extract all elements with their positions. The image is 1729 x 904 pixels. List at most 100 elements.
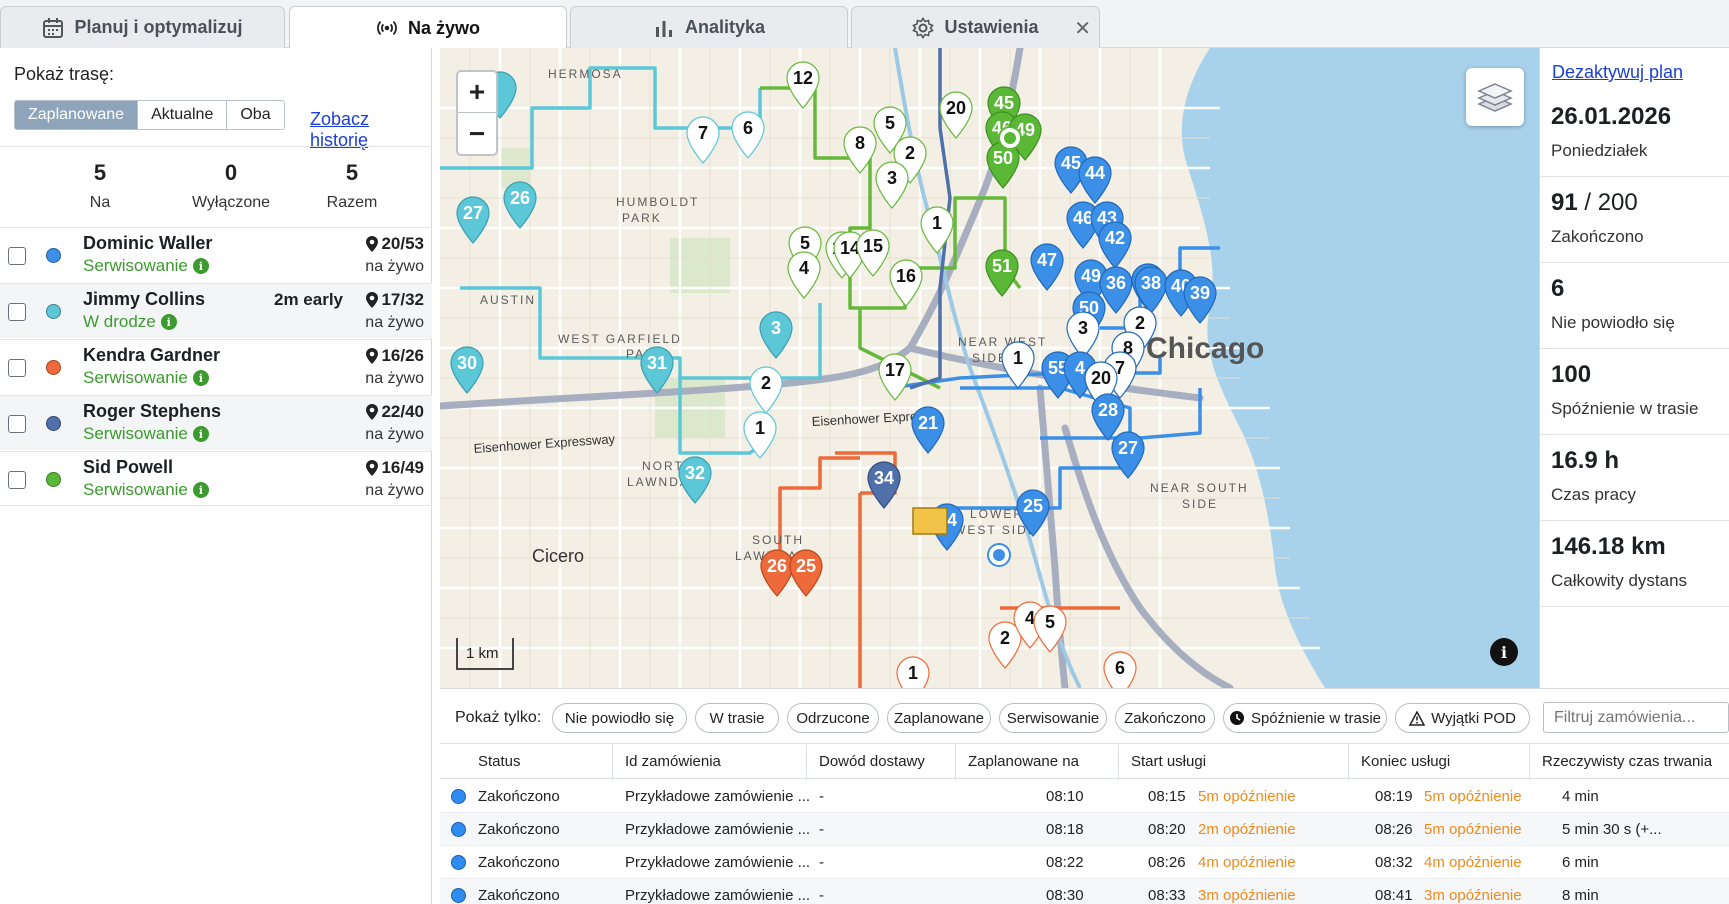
stop-pin[interactable]: 7 [686, 116, 720, 164]
stop-pin[interactable]: 51 [985, 249, 1019, 297]
stop-pin[interactable]: 1 [743, 411, 777, 459]
driver-checkbox[interactable] [8, 359, 26, 377]
stop-pin[interactable]: 34 [867, 461, 901, 509]
stop-pin[interactable]: 17 [878, 353, 912, 401]
stop-pin[interactable]: 27 [456, 196, 490, 244]
col-order-id[interactable]: Id zamówienia [612, 744, 806, 780]
stop-pin[interactable]: 30 [450, 346, 484, 394]
col-status[interactable]: Status [478, 753, 521, 770]
driver-checkbox[interactable] [8, 247, 26, 265]
layers-button[interactable] [1466, 68, 1524, 126]
stop-pin[interactable]: 1 [920, 206, 954, 254]
info-icon[interactable]: i [160, 314, 177, 330]
col-service-end[interactable]: Koniec usługi [1348, 744, 1529, 780]
svg-text:27: 27 [463, 203, 483, 223]
info-icon[interactable]: i [192, 426, 209, 442]
stop-pin[interactable]: 8 [843, 126, 877, 174]
segment-actual[interactable]: Aktualne [138, 101, 228, 129]
segment-planned[interactable]: Zaplanowane [15, 101, 139, 129]
map-view[interactable]: HERMOSA HUMBOLDT PARK WEST GARFIELD PARK… [440, 48, 1539, 688]
depot-marker[interactable] [912, 507, 948, 535]
stop-pin[interactable]: 3 [875, 161, 909, 209]
stop-pin[interactable]: 20 [939, 91, 973, 139]
stop-pin[interactable]: 25 [1016, 489, 1050, 537]
failed-stat: 6 Nie powiodło się [1540, 263, 1729, 349]
stop-pin[interactable]: 42 [1098, 221, 1132, 269]
info-icon[interactable]: i [192, 258, 209, 274]
filter-chip-failed[interactable]: Nie powiodło się [552, 703, 687, 733]
stop-pin[interactable]: 16 [889, 259, 923, 307]
col-service-start[interactable]: Start usługi [1118, 744, 1348, 780]
stop-pin[interactable]: 5 [873, 106, 907, 154]
order-filter-input[interactable] [1543, 702, 1729, 733]
table-row[interactable]: Zakończono Przykładowe zamówienie ... - 08:… [440, 780, 1729, 813]
col-proof-of-delivery[interactable]: Dowód dostawy [806, 744, 955, 780]
filter-chip-planned[interactable]: Zaplanowane [887, 703, 991, 733]
stop-pin[interactable]: 38 [1134, 266, 1168, 314]
stop-pin[interactable]: 1 [896, 656, 930, 688]
filter-chip-in-transit[interactable]: W trasie [695, 703, 779, 733]
driver-row[interactable]: Dominic Waller Serwisowanie i 20/53 na ży… [0, 227, 432, 282]
filter-chip-completed[interactable]: Zakończono [1115, 703, 1215, 733]
completed-count: 91 [1551, 189, 1578, 216]
view-history-link[interactable]: Zobacz historię [310, 109, 370, 150]
stop-pin[interactable]: 44 [1078, 156, 1112, 204]
stop-pin[interactable]: 15 [856, 229, 890, 277]
stop-pin[interactable]: 4 [787, 251, 821, 299]
stop-pin[interactable]: 25 [789, 549, 823, 597]
driver-checkbox[interactable] [8, 415, 26, 433]
deactivate-plan-link[interactable]: Dezaktywuj plan [1552, 62, 1684, 82]
info-icon[interactable]: i [192, 370, 209, 386]
stop-pin[interactable]: 26 [760, 549, 794, 597]
col-actual-duration[interactable]: Rzeczywisty czas trwania [1529, 744, 1729, 780]
table-row[interactable]: Zakończono Przykładowe zamówienie ... - 08:… [440, 846, 1729, 879]
driver-row[interactable]: Sid Powell Serwisowanie i 16/49 na żywo [0, 451, 432, 506]
stop-pin[interactable]: 47 [1030, 243, 1064, 291]
stop-pin[interactable]: 1 [1001, 341, 1035, 389]
zoom-in-button[interactable]: + [458, 72, 496, 113]
tab-plan[interactable]: Planuj i optymalizuj [0, 6, 285, 48]
driver-status-text: Serwisowanie [83, 424, 188, 443]
stop-pin[interactable]: 12 [786, 61, 820, 109]
stop-pin[interactable]: 5 [1033, 605, 1067, 653]
driver-color-dot [46, 416, 61, 431]
stop-pin[interactable]: 45 [1054, 146, 1088, 194]
col-planned-at[interactable]: Zaplanowane na [955, 744, 1118, 780]
stop-pin[interactable]: 21 [911, 406, 945, 454]
svg-text:34: 34 [874, 468, 894, 488]
stop-pin[interactable]: 28 [1091, 393, 1125, 441]
driver-row[interactable]: Jimmy Collins W drodze i 2m early 17/32 n… [0, 283, 432, 338]
map-info-icon[interactable]: i [1490, 638, 1518, 666]
filter-chip-rejected[interactable]: Odrzucone [787, 703, 879, 733]
segment-both[interactable]: Oba [227, 101, 284, 129]
map-label: Cicero [532, 546, 584, 566]
filter-chip-late[interactable]: Spóźnienie w trasie [1223, 703, 1387, 733]
driver-row[interactable]: Roger Stephens Serwisowanie i 22/40 na ży… [0, 395, 432, 450]
stop-pin[interactable]: 50 [986, 141, 1020, 189]
info-icon[interactable]: i [192, 482, 209, 498]
stop-pin[interactable]: 36 [1099, 266, 1133, 314]
zoom-out-button[interactable]: − [468, 117, 486, 149]
driver-row[interactable]: Kendra Gardner Serwisowanie i 16/26 na ży… [0, 339, 432, 394]
filter-chip-servicing[interactable]: Serwisowanie [999, 703, 1107, 733]
stop-pin[interactable]: 6 [1103, 651, 1137, 688]
table-row[interactable]: Zakończono Przykładowe zamówienie ... - 08:… [440, 879, 1729, 904]
stop-pin[interactable]: 27 [1111, 431, 1145, 479]
stop-pin[interactable]: 31 [640, 346, 674, 394]
stop-pin[interactable]: 49 [1008, 113, 1042, 161]
tab-analytics[interactable]: Analityka [570, 6, 848, 48]
stop-pin[interactable]: 39 [1183, 276, 1217, 324]
svg-text:3: 3 [1078, 318, 1088, 338]
tab-settings[interactable]: Ustawienia ✕ [851, 6, 1100, 48]
map-canvas[interactable]: HERMOSA HUMBOLDT PARK WEST GARFIELD PARK… [440, 48, 1539, 688]
tab-live[interactable]: Na żywo [289, 6, 567, 49]
stop-pin[interactable]: 6 [731, 111, 765, 159]
stop-pin[interactable]: 32 [678, 456, 712, 504]
stop-pin[interactable]: 3 [759, 311, 793, 359]
driver-checkbox[interactable] [8, 303, 26, 321]
close-tab-icon[interactable]: ✕ [1074, 18, 1091, 40]
driver-checkbox[interactable] [8, 471, 26, 489]
table-row[interactable]: Zakończono Przykładowe zamówienie ... - 08:… [440, 813, 1729, 846]
stop-pin[interactable]: 26 [503, 181, 537, 229]
filter-chip-pod-exceptions[interactable]: Wyjątki POD [1395, 703, 1530, 733]
